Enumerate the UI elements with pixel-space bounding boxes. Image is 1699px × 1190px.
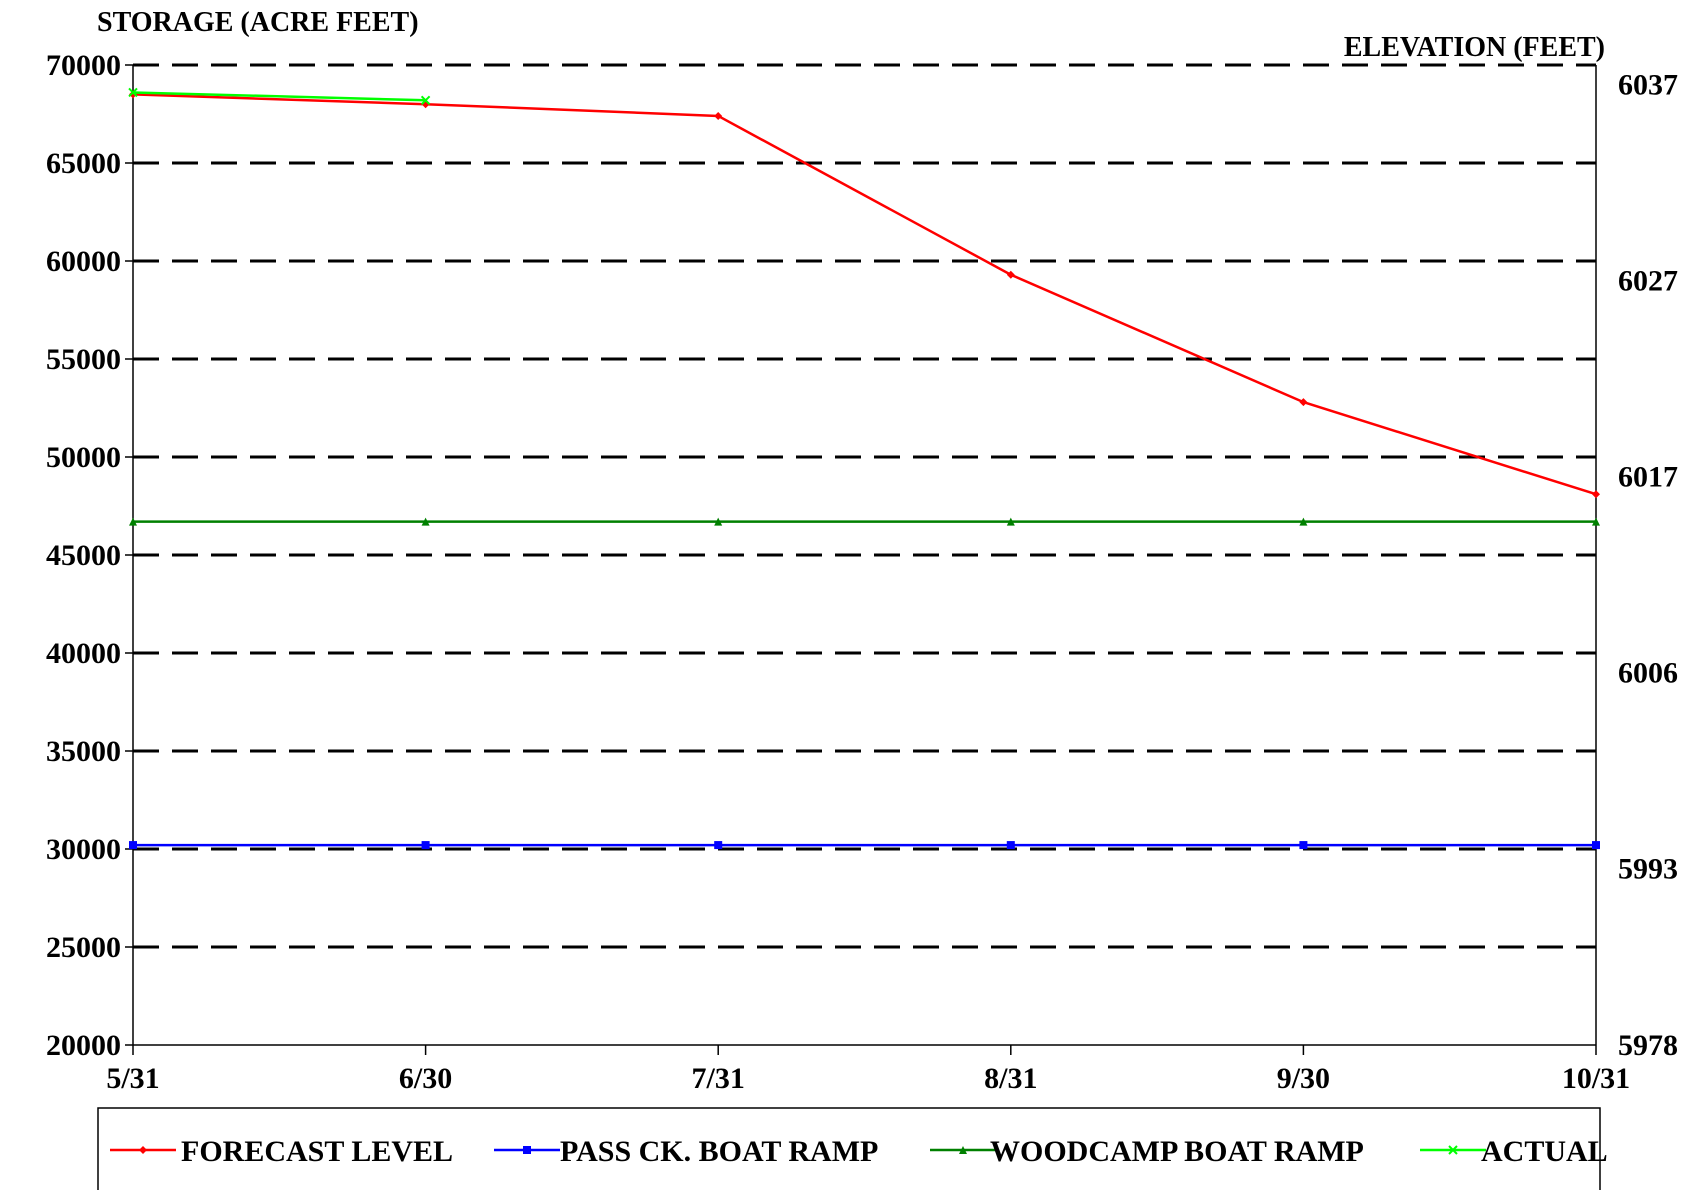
series-line [132,91,426,102]
legend-item: ACTUAL [1420,1135,1608,1168]
data-point [714,111,723,120]
y2-tick-label: 6017 [1618,461,1678,494]
x-tick-labels: 5/31 6/30 7/31 8/31 9/30 10/31 [106,1062,1630,1095]
legend: FORECAST LEVEL PASS CK. BOAT RAMP WOODCAMP… [97,1107,1608,1190]
x-tick-label: 10/31 [1562,1062,1630,1095]
data-point [1006,517,1015,526]
y-tick-label: 55000 [46,343,121,376]
y2-tick-label: 6006 [1618,657,1678,690]
series-woodcamp-boat-ramp [129,517,1600,526]
data-point [1592,841,1600,850]
axes [125,64,1597,1055]
y2-tick-label: 6037 [1618,69,1678,102]
y-tick-labels: 20000 25000 30000 35000 40000 45000 50000 55000… [46,49,121,1062]
data-point [1006,841,1015,850]
data-point [959,1146,967,1154]
legend-label: ACTUAL [1481,1135,1608,1168]
x-tick-label: 7/31 [692,1062,745,1095]
legend-label: PASS CK. BOAT RAMP [560,1135,878,1168]
x-tick-label: 8/31 [984,1062,1037,1095]
data-point [129,841,137,850]
series-forecast-level [129,90,1600,499]
data-point [714,517,723,526]
data-point [128,87,138,98]
data-point [1592,517,1600,526]
data-point [1299,841,1308,850]
x-tick-label: 9/30 [1277,1062,1330,1095]
data-point [421,517,430,526]
y-axis-title: STORAGE (ACRE FEET) [97,7,419,38]
legend-label: WOODCAMP BOAT RAMP [990,1135,1364,1168]
legend-item: FORECAST LEVEL [110,1135,453,1168]
data-point [129,517,137,526]
y-tick-label: 20000 [46,1029,121,1062]
x-tick-label: 5/31 [106,1062,159,1095]
data-point [1448,1145,1458,1155]
data-point [1299,517,1308,526]
y-tick-label: 30000 [46,833,121,866]
y-tick-label: 60000 [46,245,121,278]
data-point [714,841,723,850]
series-lines [128,87,1600,850]
legend-item: WOODCAMP BOAT RAMP [930,1135,1364,1168]
y2-tick-label: 6027 [1618,265,1678,298]
y-tick-label: 65000 [46,147,121,180]
data-point [420,95,431,105]
y-tick-label: 40000 [46,637,121,670]
legend-label: FORECAST LEVEL [181,1135,453,1168]
y-tick-label: 25000 [46,931,121,964]
data-point [1006,270,1015,279]
legend-item: PASS CK. BOAT RAMP [494,1135,878,1168]
y2-tick-label: 5993 [1618,853,1678,886]
y2-tick-labels: 6037 6027 6017 6006 5993 5978 [1618,69,1678,1062]
legend-box [97,1107,1601,1190]
series-actual [128,87,431,105]
y-tick-label: 50000 [46,441,121,474]
y-tick-label: 45000 [46,539,121,572]
y-tick-label: 35000 [46,735,121,768]
gridlines [133,63,1596,949]
y-tick-label: 70000 [46,49,121,82]
series-pass-ck-boat-ramp [129,841,1600,850]
y2-tick-label: 5978 [1618,1029,1678,1062]
data-point [1299,398,1308,407]
x-tick-label: 6/30 [399,1062,452,1095]
data-point [421,841,430,850]
series-line [132,93,1597,496]
data-point [139,1146,147,1154]
y2-axis-title: ELEVATION (FEET) [1344,32,1605,63]
data-point [1592,490,1600,499]
data-point [523,1146,531,1154]
